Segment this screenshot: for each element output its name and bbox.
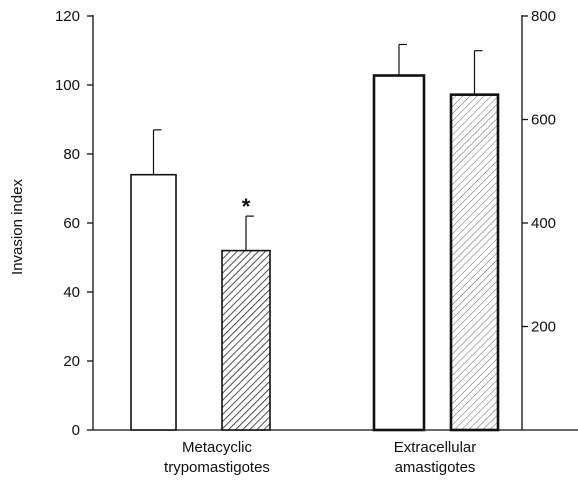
y-tick-label-left: 120 — [55, 8, 80, 25]
y-tick-label-right: 200 — [531, 319, 556, 336]
y-tick-label-left: 60 — [63, 215, 80, 232]
y-tick-label-left: 0 — [72, 422, 80, 439]
y-tick-label-right: 800 — [531, 8, 556, 25]
category-label: trypomastigotes — [164, 459, 270, 476]
category-label: Metacyclic — [182, 439, 253, 456]
y-axis-title: Invasion index — [9, 179, 26, 275]
bar — [130, 173, 177, 431]
y-tick-label-left: 80 — [63, 146, 80, 163]
y-tick-label-left: 40 — [63, 284, 80, 301]
significance-marker: * — [242, 194, 251, 219]
category-label: Extracellular — [394, 439, 477, 456]
bar — [372, 74, 426, 432]
y-tick-label-right: 400 — [531, 215, 556, 232]
bars-layer — [130, 43, 500, 432]
y-tick-label-left: 100 — [55, 77, 80, 94]
bar — [221, 249, 271, 431]
axes-layer: 0 20 40 60 80 100 120 200 400 600 800 Invasion inde… — [9, 8, 578, 439]
y-tick-label-right: 600 — [531, 112, 556, 129]
y-tick-label-left: 20 — [63, 353, 80, 370]
labels-layer: * Metacyclic trypomastigotes Extracellular a… — [164, 194, 476, 476]
category-label: amastigotes — [395, 459, 476, 476]
bar — [449, 93, 500, 432]
